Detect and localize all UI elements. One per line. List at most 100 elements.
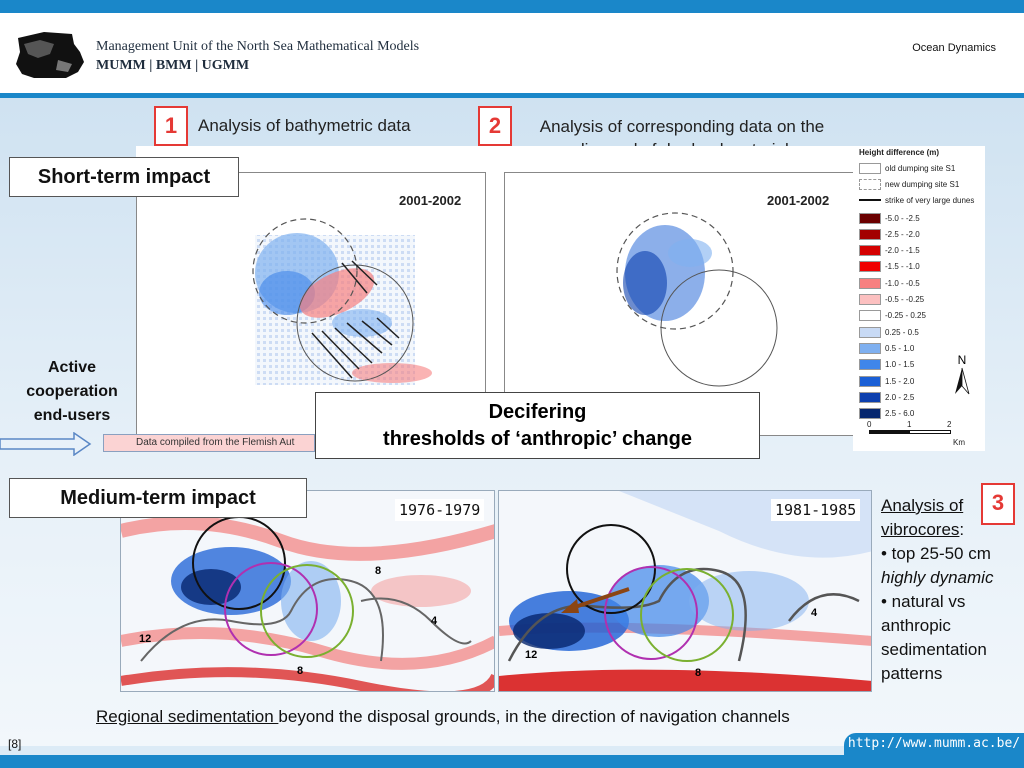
period-label: 2001-2002 <box>767 193 830 208</box>
legend-class-label: 0.5 - 1.0 <box>885 343 915 353</box>
decifering-box: Decifering thresholds of ‘anthropic’ cha… <box>315 392 760 459</box>
legend-title: Height difference (m) <box>859 148 940 157</box>
legend-class-row: 1.5 - 2.0 <box>859 375 914 387</box>
legend-swatch <box>859 375 881 387</box>
legend-symbol-old-site: old dumping site S1 <box>859 162 955 174</box>
bathymetry-map-graphic <box>252 218 432 385</box>
contour-label: 8 <box>375 565 382 577</box>
height-difference-legend: Height difference (m) old dumping site S… <box>853 146 985 451</box>
legend-label: new dumping site S1 <box>885 179 960 189</box>
number-badge-3: 3 <box>981 483 1015 525</box>
north-arrow-icon: N <box>955 354 970 395</box>
period-label: 1976-1979 <box>395 499 485 521</box>
legend-class-row: 2.0 - 2.5 <box>859 391 914 403</box>
website-link[interactable]: http://www.mumm.ac.be/ <box>844 733 1024 755</box>
vibrocores-title-part1: Analysis of <box>881 496 964 515</box>
legend-class-row: 0.5 - 1.0 <box>859 342 914 354</box>
legend-class-row: -1.0 - -0.5 <box>859 277 920 289</box>
legend-class-label: 1.0 - 1.5 <box>885 360 915 370</box>
legend-class-label: -2.0 - -1.5 <box>885 246 920 256</box>
legend-swatch <box>859 359 881 371</box>
legend-swatch <box>859 178 881 190</box>
analysis-2-line1: Analysis of corresponding data on the <box>539 117 825 136</box>
side-line: end-users <box>33 407 111 424</box>
legend-class-label: -0.25 - 0.25 <box>885 311 926 321</box>
vibrocores-bullet1-em: highly dynamic <box>881 568 994 587</box>
regional-underlined: Regional sedimentation <box>96 707 279 726</box>
regional-rest: beyond the disposal grounds, in the dire… <box>278 707 790 726</box>
legend-label: old dumping site S1 <box>885 163 956 173</box>
legend-swatch <box>859 261 881 273</box>
period-label: 1981-1985 <box>771 499 861 521</box>
active-cooperation-text: Active cooperation end-users <box>8 356 136 428</box>
legend-class-label: -2.5 - -2.0 <box>885 229 920 239</box>
legend-swatch <box>859 245 881 257</box>
contour-label: 8 <box>297 665 304 677</box>
sedimentation-map-1981-graphic <box>499 491 871 691</box>
legend-class-row: -2.0 - -1.5 <box>859 245 920 257</box>
page-number: [8] <box>8 737 22 751</box>
legend-swatch <box>859 294 881 305</box>
period-label: 2001-2002 <box>399 193 462 208</box>
header <box>0 13 1024 93</box>
legend-class-row: -1.5 - -1.0 <box>859 261 920 273</box>
legend-line <box>859 199 881 201</box>
legend-class-row: -0.25 - 0.25 <box>859 310 926 322</box>
legend-symbol-new-site: new dumping site S1 <box>859 178 959 190</box>
vibrocores-bullet2: anthropic <box>881 616 951 635</box>
number-badge-1: 1 <box>154 106 188 146</box>
legend-label: strike of very large dunes <box>885 195 975 205</box>
legend-swatch <box>859 162 881 174</box>
legend-swatch <box>859 326 881 338</box>
side-line: Active <box>47 359 97 376</box>
vibrocores-bullet2: • natural vs <box>881 592 966 611</box>
data-source-caption: Data compiled from the Flemish Aut <box>103 434 315 452</box>
scale-tick: 2 <box>947 420 952 429</box>
vibrocores-bullet2: sedimentation <box>881 640 987 659</box>
scale-tick: 1 <box>907 420 912 429</box>
decifer-line: thresholds of ‘anthropic’ change <box>383 428 692 450</box>
vibrocores-title-part2: vibrocores <box>881 520 960 539</box>
legend-class-label: -5.0 - -2.5 <box>885 213 920 223</box>
short-term-label: Short-term impact <box>9 157 239 197</box>
vibrocores-bullet2: patterns <box>881 664 943 683</box>
legend-class-row: -2.5 - -2.0 <box>859 228 920 240</box>
bottom-bar <box>0 755 1024 768</box>
legend-class-row: 2.5 - 6.0 <box>859 408 914 420</box>
legend-class-label: 2.0 - 2.5 <box>885 392 915 402</box>
legend-swatch <box>859 310 881 322</box>
legend-symbol-dunes: strike of very large dunes <box>859 194 974 206</box>
legend-swatch <box>859 408 881 420</box>
legend-swatch <box>859 228 881 240</box>
decifer-line: Decifering <box>488 401 587 423</box>
section-title: Ocean Dynamics <box>912 42 996 54</box>
legend-class-label: 2.5 - 6.0 <box>885 409 915 419</box>
contour-label: 4 <box>811 607 818 619</box>
legend-class-row: 0.25 - 0.5 <box>859 326 919 338</box>
sedimentation-map-1976-graphic <box>121 491 494 691</box>
contour-label: 12 <box>139 633 152 645</box>
north-label: N <box>958 354 967 367</box>
scale-tick: 0 <box>867 420 872 429</box>
legend-class-label: 1.5 - 2.0 <box>885 376 915 386</box>
analysis-1-text: Analysis of bathymetric data <box>198 116 411 135</box>
scale-unit: Km <box>953 438 965 447</box>
org-acronyms: MUMM | BMM | UGMM <box>96 58 250 73</box>
contour-label: 8 <box>695 667 702 679</box>
number-badge-2: 2 <box>478 106 512 146</box>
contour-label: 12 <box>525 649 538 661</box>
legend-swatch <box>859 212 881 224</box>
legend-class-row: -0.5 - -0.25 <box>859 294 924 306</box>
regional-sedimentation-text: Regional sedimentation beyond the dispos… <box>96 707 790 727</box>
legend-swatch <box>859 277 881 289</box>
legend-swatch <box>859 391 881 403</box>
legend-class-row: -5.0 - -2.5 <box>859 212 920 224</box>
legend-class-label: 0.25 - 0.5 <box>885 327 919 337</box>
contour-label: 4 <box>431 615 438 627</box>
sedimentation-map-1976: 12 8 4 8 1976-1979 <box>120 490 495 692</box>
scale-bar <box>869 430 951 434</box>
medium-term-label: Medium-term impact <box>9 478 307 518</box>
vibrocores-bullet1: • top 25-50 cm <box>881 544 991 563</box>
legend-swatch <box>859 342 881 354</box>
legend-class-row: 1.0 - 1.5 <box>859 359 914 371</box>
